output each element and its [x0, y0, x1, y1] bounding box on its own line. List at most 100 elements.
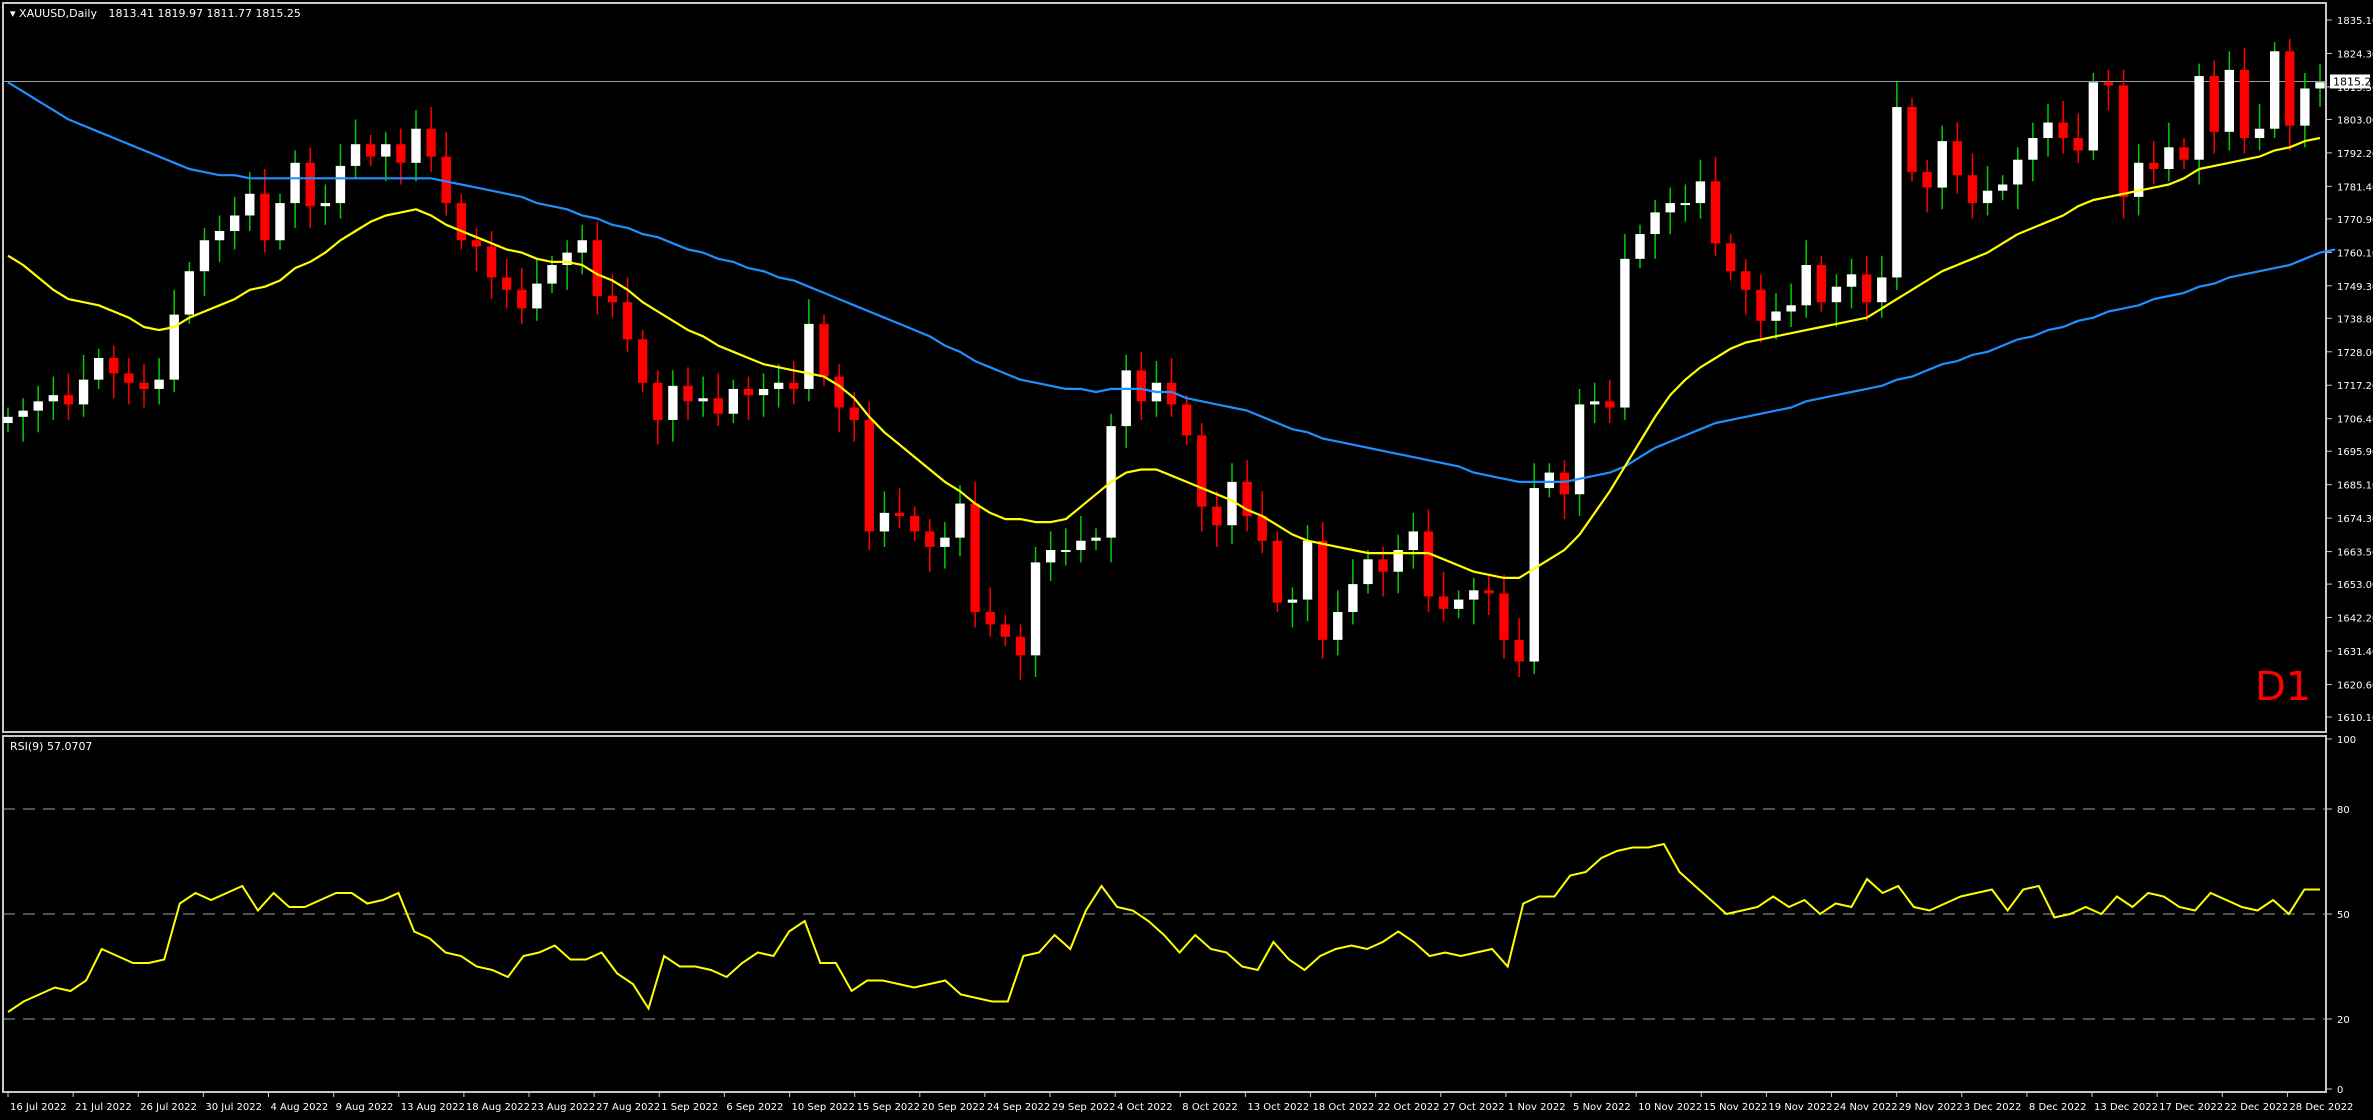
rsi-tick-label: 20: [2337, 1015, 2350, 1026]
candle-bull: [547, 265, 557, 284]
candle-bull: [879, 512, 890, 532]
price-tick-label: 1610.10: [2337, 713, 2373, 724]
candle-bear: [1756, 289, 1766, 321]
price-tick-label: 1695.90: [2337, 447, 2373, 458]
time-tick-label: 22 Oct 2022: [1378, 1102, 1440, 1113]
price-tick-label: 1631.40: [2337, 647, 2373, 658]
candle-bear: [849, 407, 859, 420]
price-panel[interactable]: ▾ XAUUSD,Daily 1813.41 1819.97 1811.77 1…: [2, 2, 2373, 733]
candle-bear: [1952, 141, 1963, 176]
candle-bear: [517, 289, 527, 309]
candle-bull: [245, 193, 255, 216]
candle-bear: [305, 162, 315, 207]
candle-bear: [1922, 172, 1932, 188]
candle-bull: [1846, 274, 1857, 287]
candle-bear: [426, 128, 436, 157]
candle-bull: [2043, 122, 2053, 139]
candle-bull: [2164, 147, 2174, 170]
candle-bull: [290, 162, 300, 204]
candle-bull: [275, 203, 285, 241]
candle-bear: [1559, 472, 1570, 495]
candle-bear: [1438, 596, 1449, 609]
candle-bull: [350, 144, 361, 166]
candle-bull: [1408, 531, 1419, 551]
rsi-panel[interactable]: RSI(9) 57.0707 100 80 50 20 0: [2, 735, 2356, 1096]
time-tick-label: 13 Aug 2022: [401, 1102, 465, 1113]
candle-bull: [2013, 159, 2023, 185]
time-tick-label: 27 Aug 2022: [596, 1102, 660, 1113]
candle-bull: [728, 388, 739, 414]
rsi-level-lines: [3, 808, 2326, 1020]
rsi-tick-label: 50: [2337, 910, 2350, 921]
candle-bull: [1650, 212, 1660, 235]
candle-bear: [2179, 147, 2189, 160]
candle-bull: [320, 203, 331, 207]
candle-bear: [743, 388, 754, 396]
rsi-line: [7, 842, 2320, 1013]
price-tick-label: 1685.10: [2337, 481, 2373, 492]
candle-bull: [1937, 141, 1947, 188]
rsi-axis: 100 80 50 20 0: [2326, 735, 2356, 1096]
candle-bull: [758, 388, 769, 396]
time-tick-label: 18 Oct 2022: [1313, 1102, 1375, 1113]
current-price-tag-box: [2330, 74, 2370, 89]
time-tick-label: 6 Sep 2022: [726, 1102, 783, 1113]
candle-bull: [411, 128, 421, 163]
candle-bear: [1605, 401, 1615, 408]
candle-bear: [1000, 624, 1011, 637]
candle-bear: [1484, 590, 1494, 594]
candle-bull: [1665, 203, 1675, 213]
candle-bear: [637, 339, 648, 383]
candle-bull: [169, 314, 179, 380]
price-tick-label: 1663.50: [2337, 548, 2373, 559]
time-tick-label: 17 Dec 2022: [2159, 1102, 2223, 1113]
chart-header-triangle-icon: ▾: [10, 7, 19, 20]
candle-bull: [2315, 82, 2325, 89]
time-tick-label: 18 Aug 2022: [466, 1102, 530, 1113]
candle-bull: [1892, 107, 1902, 278]
candle-bull: [1997, 184, 2008, 191]
candle-bull: [2254, 128, 2265, 139]
time-tick-label: 30 Jul 2022: [205, 1102, 262, 1113]
candle-bull: [154, 379, 164, 389]
candle-bear: [985, 611, 995, 625]
chart-header-symbol: ▾ XAUUSD,Daily 1813.41 1819.97 1811.77 1…: [10, 7, 301, 20]
candle-bull: [229, 215, 240, 231]
price-tick-label: 1642.20: [2337, 614, 2373, 625]
candle-bear: [653, 382, 663, 420]
candle-bull: [1121, 370, 1131, 427]
candle-bull: [1393, 550, 1403, 572]
candle-bull: [2133, 162, 2144, 197]
candle-bear: [1015, 636, 1026, 656]
candle-bear: [970, 503, 980, 612]
price-tick-label: 1706.40: [2337, 415, 2373, 426]
chart-header-ohlc: 1813.41 1819.97 1811.77 1815.25: [108, 7, 300, 20]
time-tick-label: 13 Oct 2022: [1247, 1102, 1309, 1113]
price-tick-label: 1653.00: [2337, 580, 2373, 591]
candle-bull: [1076, 540, 1086, 551]
slow-moving-average: [7, 81, 2336, 483]
candle-bear: [1816, 265, 1827, 303]
candle-bear: [1181, 404, 1192, 436]
time-axis: 16 Jul 2022 21 Jul 2022 26 Jul 2022 30 Jul …: [7, 1092, 2353, 1113]
candle-bear: [1725, 243, 1736, 272]
candle-bull: [1589, 401, 1600, 405]
candle-bull: [698, 398, 708, 402]
candle-bear: [2149, 162, 2159, 170]
candle-bull: [78, 379, 89, 405]
candle-bear: [1272, 540, 1283, 603]
candle-bull: [335, 165, 346, 204]
candle-bear: [124, 373, 134, 383]
candle-bear: [864, 419, 875, 532]
slow-ma-line: [7, 81, 2336, 483]
candle-bull: [1620, 258, 1630, 408]
candle-bull: [1348, 584, 1358, 612]
candle-bear: [441, 156, 451, 204]
candle-bear: [1257, 515, 1267, 541]
candle-bull: [1227, 481, 1237, 526]
candle-bear: [1710, 181, 1721, 244]
time-tick-label: 13 Dec 2022: [2094, 1102, 2158, 1113]
candle-bull: [2028, 138, 2038, 160]
